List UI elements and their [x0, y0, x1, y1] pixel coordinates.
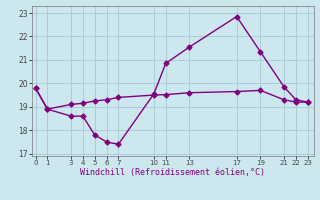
- X-axis label: Windchill (Refroidissement éolien,°C): Windchill (Refroidissement éolien,°C): [80, 168, 265, 177]
